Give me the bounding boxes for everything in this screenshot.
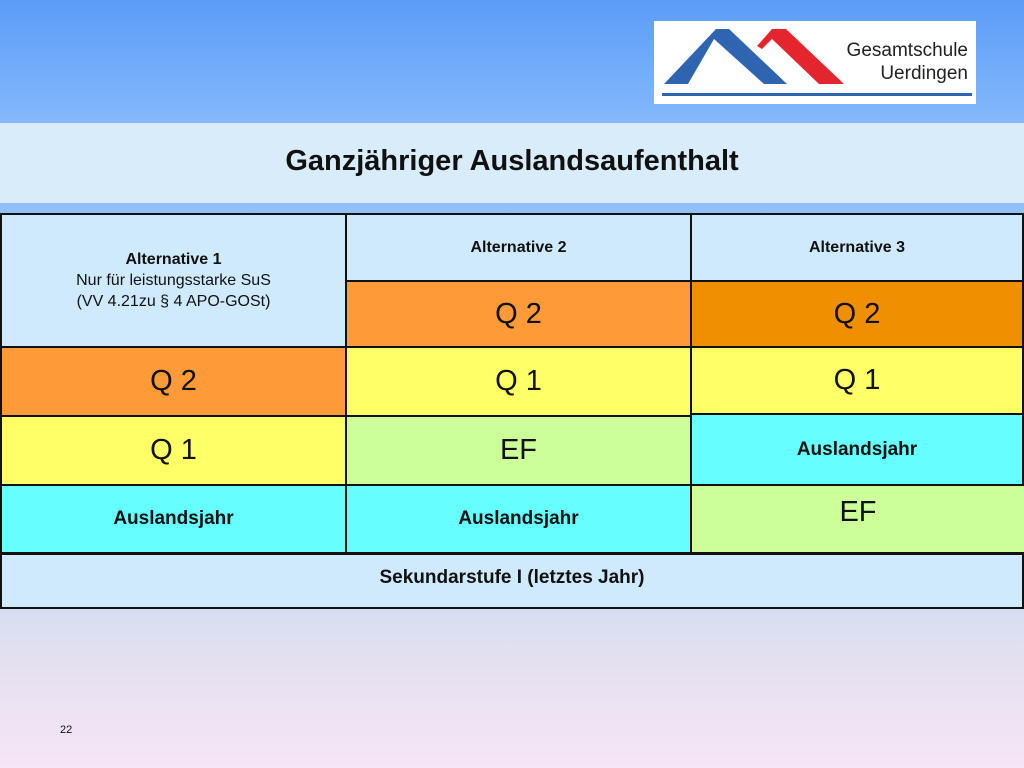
alt3-q2: Q 2 — [690, 280, 1024, 348]
alt1-q2: Q 2 — [0, 346, 347, 417]
alt1-subtitle: Nur für leistungsstarke SuS — [76, 272, 271, 289]
alt3-header: Alternative 3 — [690, 213, 1024, 282]
alt1-title: Alternative 1 — [125, 251, 222, 268]
page-title: Ganzjähriger Auslandsaufenthalt — [285, 145, 739, 177]
roof-logo-icon — [662, 29, 972, 96]
logo-line-2: Uerdingen — [880, 63, 968, 84]
school-logo: Gesamtschule Uerdingen — [654, 21, 976, 104]
alt3-auslandsjahr: Auslandsjahr — [690, 413, 1024, 486]
alt2-q1: Q 1 — [345, 346, 692, 417]
alt2-auslandsjahr: Auslandsjahr — [345, 484, 692, 554]
alt2-ef: EF — [345, 415, 692, 486]
alt2-header: Alternative 2 — [345, 213, 692, 282]
alt2-q2: Q 2 — [345, 280, 692, 348]
alt1-q1: Q 1 — [0, 415, 347, 486]
title-band: Ganzjähriger Auslandsaufenthalt — [0, 123, 1024, 203]
alt3-ef: EF — [692, 486, 1024, 552]
alt3-q1: Q 1 — [690, 346, 1024, 415]
alt1-auslandsjahr: Auslandsjahr — [0, 484, 347, 554]
page-number: 22 — [60, 724, 73, 736]
logo-text: Gesamtschule Uerdingen — [847, 39, 968, 85]
alt1-reference: (VV 4.21zu § 4 APO-GOSt) — [76, 293, 271, 310]
sekundarstufe-row: Sekundarstufe I (letztes Jahr) — [0, 552, 1024, 609]
alt1-header: Alternative 1 Nur für leistungsstarke Su… — [0, 213, 347, 348]
logo-line-1: Gesamtschule — [846, 40, 968, 61]
